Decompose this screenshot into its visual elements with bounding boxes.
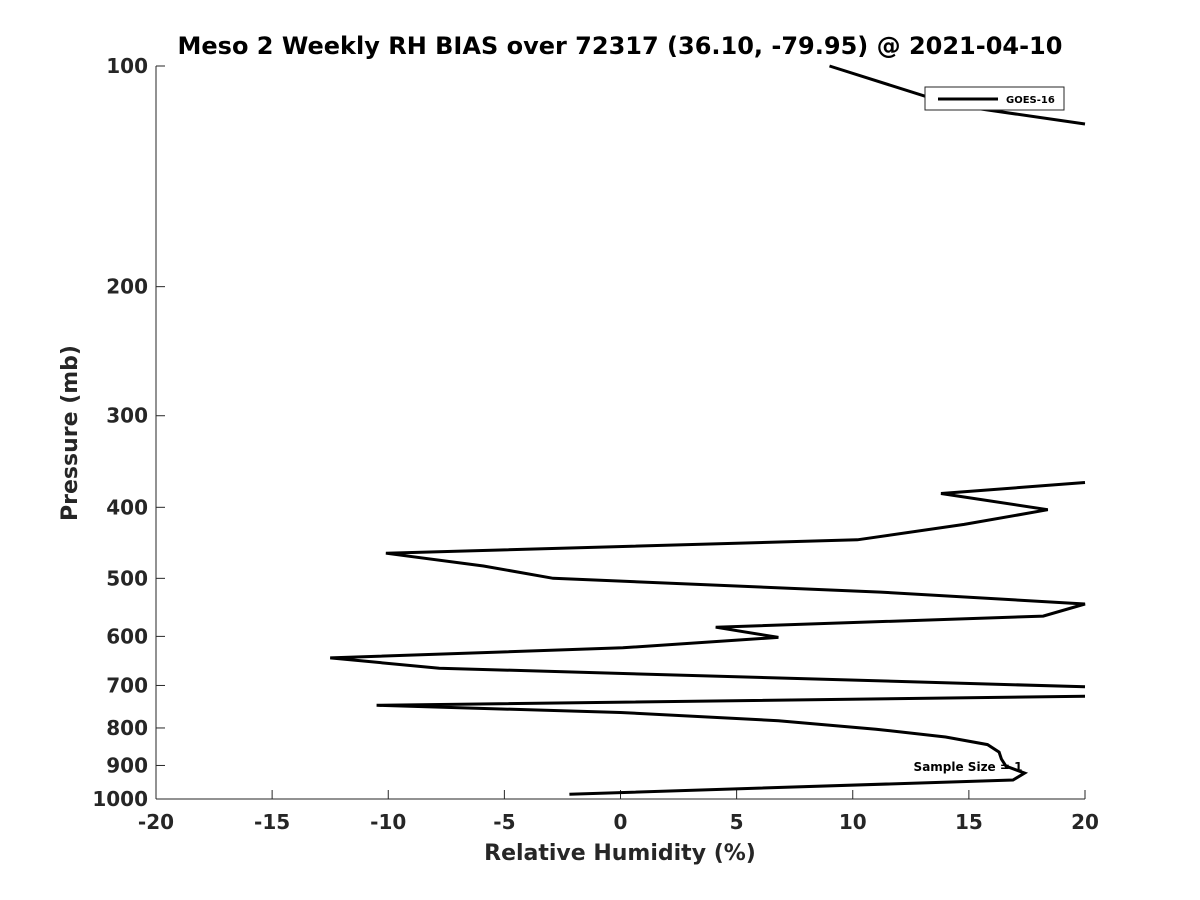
x-tick-label: -15: [254, 810, 290, 834]
y-tick-label: 300: [106, 404, 148, 428]
y-tick-label: 500: [106, 566, 148, 590]
x-tick-label: -5: [493, 810, 515, 834]
x-tick-label: -20: [138, 810, 174, 834]
y-tick-label: 900: [106, 753, 148, 777]
series-line: [330, 481, 1086, 689]
x-tick-label: 0: [614, 810, 628, 834]
x-axis-label: Relative Humidity (%): [484, 841, 756, 866]
x-tick-label: 20: [1071, 810, 1099, 834]
y-tick-label: 200: [106, 275, 148, 299]
x-tick-label: 5: [730, 810, 744, 834]
y-axis-label: Pressure (mb): [58, 345, 83, 521]
y-ticks: 100 200 300 400 500 600 700 800 900 1000: [92, 54, 165, 811]
series-line: [376, 694, 1086, 796]
x-tick-label: -10: [370, 810, 406, 834]
y-tick-label: 800: [106, 716, 148, 740]
sample-size-annotation: Sample Size = 1: [914, 760, 1023, 774]
chart-title: Meso 2 Weekly RH BIAS over 72317 (36.10,…: [178, 32, 1063, 60]
y-tick-label: 400: [106, 495, 148, 519]
y-tick-label: 1000: [92, 787, 148, 811]
y-tick-label: 600: [106, 624, 148, 648]
legend: GOES-16: [924, 86, 1065, 111]
legend-label: GOES-16: [1006, 95, 1055, 106]
y-tick-label: 100: [106, 54, 148, 78]
series-layer: [330, 64, 1086, 796]
x-tick-label: 10: [839, 810, 867, 834]
y-tick-label: 700: [106, 673, 148, 697]
plot-area: [155, 66, 1085, 800]
x-ticks: -20 -15 -10 -5 0 5 10 15 20: [138, 790, 1099, 834]
x-tick-label: 15: [955, 810, 983, 834]
